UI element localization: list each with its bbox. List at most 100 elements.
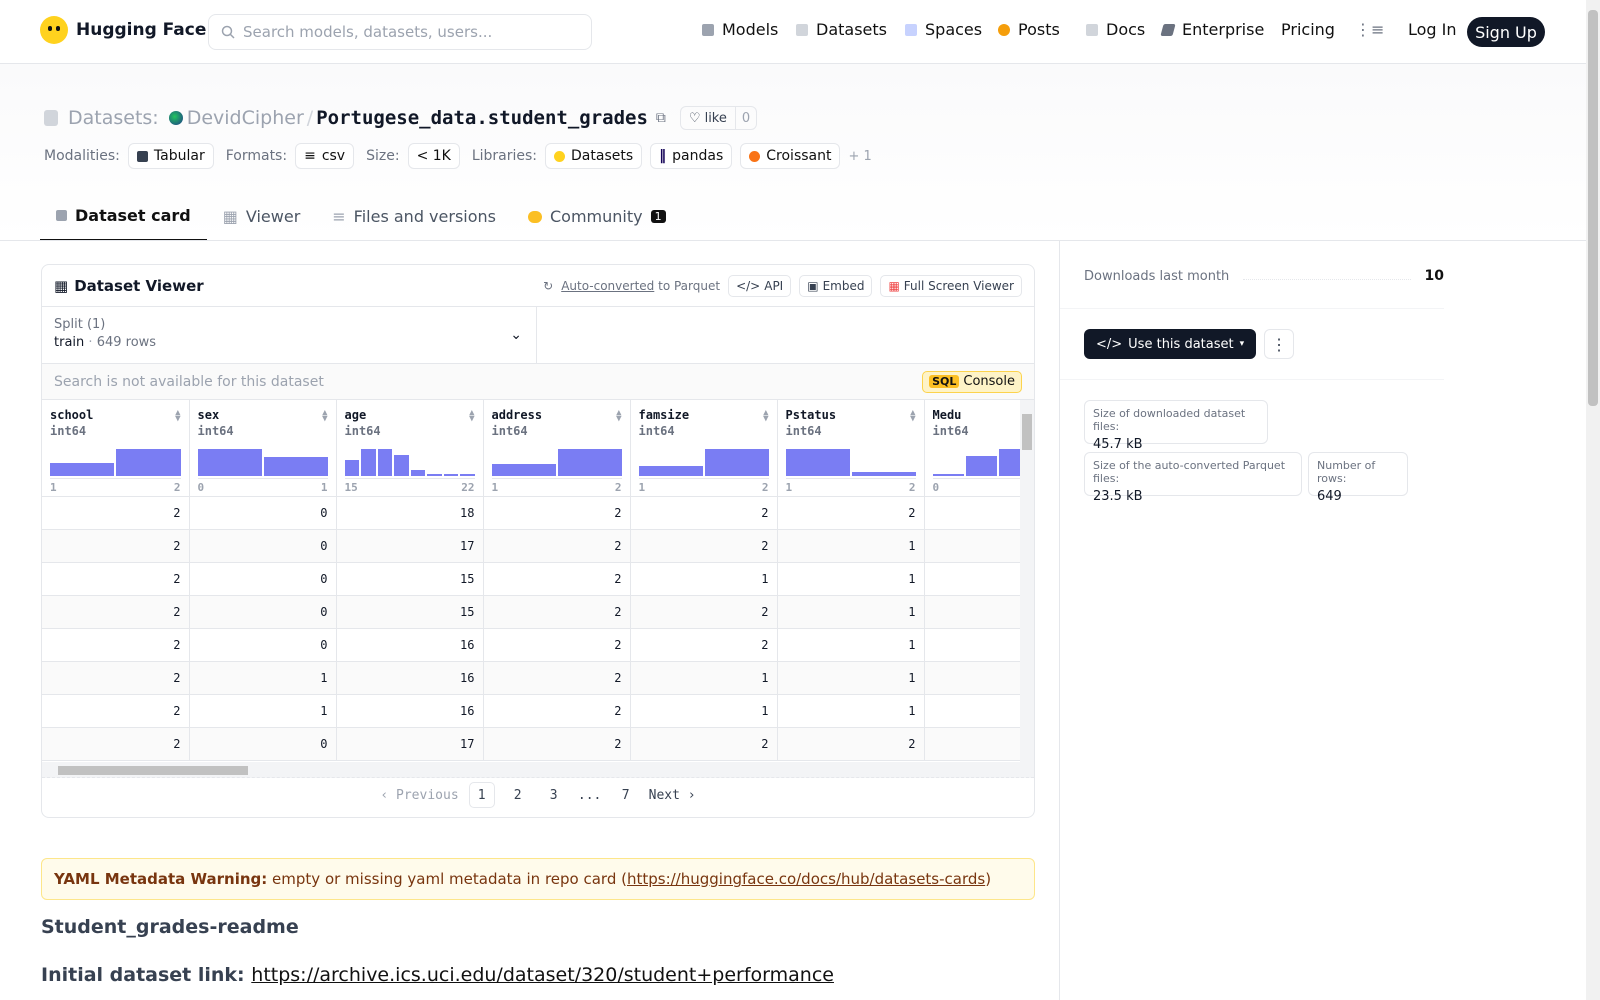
- histogram-bar[interactable]: [443, 474, 458, 476]
- page-scroll-thumb[interactable]: [1588, 10, 1598, 406]
- table-cell[interactable]: 2: [777, 727, 925, 761]
- embed-button[interactable]: ▣ Embed: [799, 274, 873, 297]
- scroll-thumb[interactable]: [1022, 414, 1032, 450]
- histogram-bar[interactable]: [116, 448, 181, 476]
- histogram-bar[interactable]: [377, 448, 392, 476]
- histogram-bar[interactable]: [932, 474, 964, 476]
- modality-tabular-tag[interactable]: Tabular: [127, 143, 214, 169]
- tab-files[interactable]: ≡ Files and versions: [316, 196, 512, 241]
- table-cell[interactable]: 2: [630, 727, 778, 761]
- table-cell[interactable]: 0: [189, 595, 337, 629]
- table-cell[interactable]: 2: [42, 496, 190, 530]
- table-cell[interactable]: 1: [630, 661, 778, 695]
- table-cell[interactable]: 2: [42, 628, 190, 662]
- vertical-scrollbar[interactable]: [1020, 400, 1034, 762]
- tab-viewer[interactable]: ▦ Viewer: [207, 196, 317, 241]
- previous-page-button[interactable]: ‹ Previous: [380, 787, 459, 803]
- table-cell[interactable]: 2: [42, 562, 190, 596]
- signup-button[interactable]: Sign Up: [1467, 17, 1545, 47]
- table-cell[interactable]: 16: [336, 694, 484, 728]
- histogram-bar[interactable]: [965, 455, 997, 476]
- size-tag[interactable]: < 1K: [407, 143, 460, 169]
- histogram-bar[interactable]: [263, 457, 328, 476]
- table-cell[interactable]: 17: [336, 529, 484, 563]
- table-cell[interactable]: 1: [630, 562, 778, 596]
- histogram-bar[interactable]: [638, 465, 703, 476]
- histogram-bar[interactable]: [460, 474, 475, 476]
- table-cell[interactable]: 17: [336, 727, 484, 761]
- table-cell[interactable]: 1: [777, 595, 925, 629]
- table-cell[interactable]: 2: [483, 529, 631, 563]
- copy-icon[interactable]: ⧉: [655, 110, 666, 126]
- table-cell[interactable]: 15: [336, 562, 484, 596]
- table-cell[interactable]: 1: [777, 694, 925, 728]
- histogram-bar[interactable]: [491, 464, 556, 476]
- histogram-bar[interactable]: [704, 448, 769, 476]
- histogram-bar[interactable]: [50, 462, 115, 476]
- more-libraries[interactable]: + 1: [848, 148, 872, 164]
- table-cell[interactable]: 2: [483, 496, 631, 530]
- initial-dataset-link[interactable]: https://archive.ics.uci.edu/dataset/320/…: [251, 964, 834, 986]
- table-cell[interactable]: 2: [630, 529, 778, 563]
- column-header-sex[interactable]: sex int64 ▲ ▼ 0 1: [189, 400, 337, 497]
- histogram-bar[interactable]: [851, 472, 916, 476]
- table-cell[interactable]: [924, 628, 1034, 662]
- table-cell[interactable]: 2: [42, 727, 190, 761]
- sql-console-button[interactable]: SQL Console: [922, 370, 1022, 393]
- horizontal-scrollbar[interactable]: [42, 762, 1034, 778]
- table-cell[interactable]: 2: [42, 694, 190, 728]
- format-csv-tag[interactable]: ≡ csv: [295, 143, 355, 169]
- table-cell[interactable]: 2: [483, 562, 631, 596]
- sort-icon[interactable]: ▲ ▼: [469, 408, 475, 424]
- page-2-button[interactable]: 2: [513, 787, 522, 803]
- histogram-bar[interactable]: [197, 448, 262, 476]
- table-cell[interactable]: 1: [189, 661, 337, 695]
- like-button[interactable]: ♡ like 0: [679, 106, 758, 130]
- table-cell[interactable]: 1: [777, 628, 925, 662]
- page-1-button[interactable]: 1: [468, 782, 495, 808]
- table-cell[interactable]: 2: [483, 727, 631, 761]
- table-cell[interactable]: 1: [777, 529, 925, 563]
- table-cell[interactable]: 15: [336, 595, 484, 629]
- table-cell[interactable]: 2: [42, 661, 190, 695]
- table-cell[interactable]: [924, 661, 1034, 695]
- more-menu-icon[interactable]: ⋮≡: [1355, 20, 1385, 39]
- histogram-bar[interactable]: [361, 448, 376, 476]
- use-this-dataset-button[interactable]: </> Use this dataset ▾: [1084, 329, 1257, 359]
- sort-icon[interactable]: ▲ ▼: [616, 408, 622, 424]
- table-cell[interactable]: 2: [777, 496, 925, 530]
- table-cell[interactable]: 16: [336, 628, 484, 662]
- tab-community[interactable]: Community 1: [512, 196, 682, 241]
- histogram-bar[interactable]: [394, 454, 409, 476]
- table-cell[interactable]: 0: [189, 496, 337, 530]
- table-cell[interactable]: 2: [42, 529, 190, 563]
- h-scroll-thumb[interactable]: [58, 766, 248, 775]
- search-input[interactable]: Search models, datasets, users...: [208, 14, 592, 50]
- datasets-breadcrumb[interactable]: Datasets:: [68, 107, 159, 129]
- nav-enterprise[interactable]: Enterprise: [1160, 20, 1264, 39]
- datasets-cards-link[interactable]: https://huggingface.co/docs/hub/datasets…: [626, 870, 986, 888]
- auto-converted-link[interactable]: Auto-converted: [561, 278, 655, 293]
- nav-datasets[interactable]: Datasets: [796, 20, 887, 39]
- nav-pricing[interactable]: Pricing: [1281, 20, 1335, 39]
- owner-link[interactable]: DevidCipher: [186, 107, 304, 129]
- sort-icon[interactable]: ▲ ▼: [175, 408, 181, 424]
- table-cell[interactable]: 2: [483, 661, 631, 695]
- table-cell[interactable]: [924, 562, 1034, 596]
- table-cell[interactable]: 2: [630, 595, 778, 629]
- more-options-button[interactable]: ⋮: [1264, 329, 1295, 359]
- table-cell[interactable]: 1: [777, 661, 925, 695]
- api-button[interactable]: </> API: [728, 274, 792, 297]
- histogram-bar[interactable]: [785, 448, 850, 476]
- table-cell[interactable]: 0: [189, 562, 337, 596]
- hf-logo[interactable]: Hugging Face: [40, 16, 206, 44]
- table-cell[interactable]: 2: [483, 694, 631, 728]
- table-cell[interactable]: [924, 496, 1034, 530]
- histogram-bar[interactable]: [410, 469, 425, 476]
- table-cell[interactable]: 2: [42, 595, 190, 629]
- column-header-famsize[interactable]: famsize int64 ▲ ▼ 1 2: [630, 400, 778, 497]
- nav-posts[interactable]: Posts: [998, 20, 1060, 39]
- histogram-bar[interactable]: [557, 448, 622, 476]
- table-cell[interactable]: [924, 727, 1034, 761]
